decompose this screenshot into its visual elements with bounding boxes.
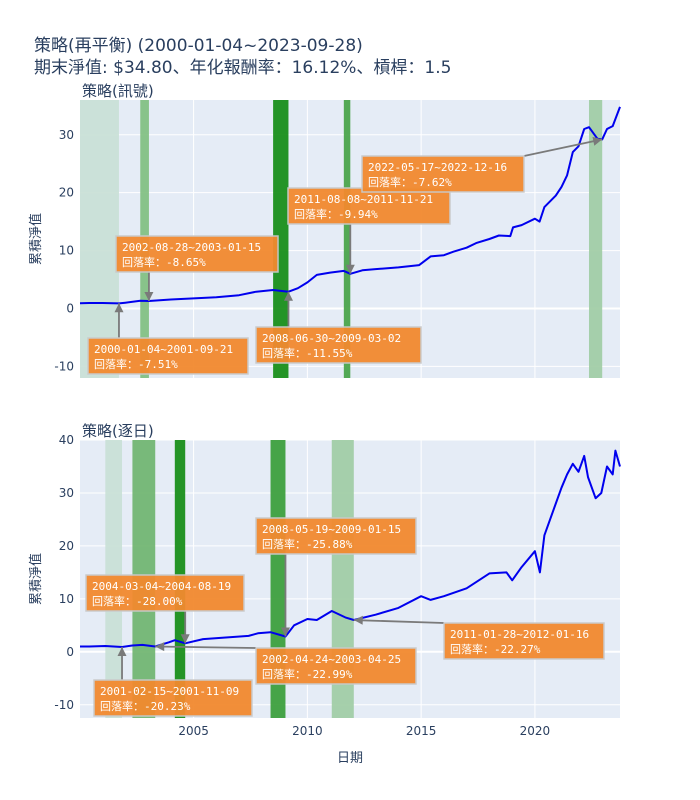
- panel-daily: -10 0 10 20 30 40 策略(逐日) 累積淨值 2005 2010 2015 2020 日期…: [28, 422, 621, 766]
- annotation-drawdown: 回落率：-22.27%: [450, 642, 541, 656]
- y-tick-label: 40: [59, 433, 74, 447]
- annotation-box: [361, 155, 525, 193]
- drawdown-band: [80, 100, 119, 378]
- y-tick-label: 30: [59, 486, 74, 500]
- annotation-drawdown: 回落率：-25.88%: [262, 537, 353, 551]
- annotation-period: 2002-04-24~2003-04-25: [262, 653, 401, 666]
- annotation-arrowhead: [117, 647, 127, 656]
- annotation-box: [93, 679, 253, 717]
- annotation-drawdown: 回落率：-22.99%: [262, 667, 353, 681]
- y-tick-label: 0: [66, 302, 74, 316]
- y-tick-label: 30: [59, 128, 74, 142]
- annotation-period: 2011-01-28~2012-01-16: [450, 628, 589, 641]
- y-axis-title: 累積淨值: [28, 553, 44, 605]
- equity-line: [80, 449, 621, 648]
- x-tick-label: 2010: [292, 724, 323, 738]
- annotation-box: [255, 517, 417, 555]
- annotation-period: 2011-08-08~2011-11-21: [294, 193, 433, 206]
- y-tick-label: 20: [59, 186, 74, 200]
- drawdown-band: [343, 100, 351, 378]
- annotation-arrowhead: [284, 291, 293, 301]
- annotation-drawdown: 回落率：-11.55%: [262, 346, 353, 360]
- annotation-arrowhead: [180, 634, 190, 644]
- annotation-arrowhead: [353, 615, 363, 625]
- y-tick-label: 20: [59, 539, 74, 553]
- annotation-period: 2001-02-15~2001-11-09: [100, 685, 239, 698]
- subplot-title: 策略(訊號): [82, 82, 154, 100]
- annotation-drawdown: 回落率：-28.00%: [92, 594, 183, 608]
- y-tick-label: 10: [59, 244, 74, 258]
- annotation-arrowhead: [592, 136, 603, 146]
- x-tick-label: 2015: [406, 724, 437, 738]
- annotation-arrowhead: [144, 292, 154, 301]
- annotation-arrowhead: [114, 303, 124, 313]
- annotation-arrowhead: [345, 264, 355, 274]
- annotation-drawdown: 回落率：-8.65%: [122, 255, 206, 269]
- subplot-title: 策略(逐日): [82, 422, 154, 440]
- annotation-box: [115, 235, 279, 273]
- annotation-period: 2008-06-30~2009-03-02: [262, 332, 401, 345]
- annotation-drawdown: 回落率：-7.51%: [94, 357, 178, 371]
- annotation-drawdown: 回落率：-9.94%: [294, 207, 378, 221]
- annotation-box: [443, 622, 605, 660]
- x-axis-title: 日期: [337, 751, 363, 766]
- chart-title-line1: 策略(再平衡) (2000-01-04~2023-09-28): [34, 36, 363, 56]
- drawdown-band: [588, 100, 603, 378]
- annotation-arrow: [353, 619, 445, 624]
- annotation-period: 2000-01-04~2001-09-21: [94, 343, 233, 356]
- annotation-box: [255, 647, 417, 685]
- annotation-box: [255, 326, 422, 364]
- annotation-drawdown: 回落率：-20.23%: [100, 699, 191, 713]
- y-tick-label: -10: [54, 698, 74, 712]
- panel-signal: -10 0 10 20 30 策略(訊號) 累積淨值 2000-01-04~2001-09-2…: [28, 82, 621, 378]
- y-axis-title: 累積淨值: [28, 213, 44, 265]
- annotation-drawdown: 回落率：-7.62%: [368, 175, 452, 189]
- y-tick-label: -10: [54, 359, 74, 373]
- annotation-box: [287, 187, 451, 225]
- annotation-box: [85, 574, 245, 612]
- annotation-box: [87, 337, 249, 375]
- annotation-arrow: [523, 138, 603, 157]
- equity-line: [79, 106, 621, 305]
- annotation-period: 2008-05-19~2009-01-15: [262, 523, 401, 536]
- annotation-arrowhead: [281, 627, 290, 637]
- annotation-arrow: [155, 645, 257, 649]
- annotation-arrowhead: [155, 642, 165, 652]
- drawdown-band: [273, 100, 289, 378]
- annotation-period: 2004-03-04~2004-08-19: [92, 580, 231, 593]
- annotation-period: 2022-05-17~2022-12-16: [368, 161, 507, 174]
- y-tick-label: 0: [66, 645, 74, 659]
- y-tick-label: 10: [59, 592, 74, 606]
- annotation-period: 2002-08-28~2003-01-15: [122, 241, 261, 254]
- chart-title-line2: 期末淨值: $34.80、年化報酬率：16.12%、槓桿：1.5: [34, 58, 451, 78]
- x-tick-label: 2005: [178, 724, 209, 738]
- x-tick-label: 2020: [520, 724, 551, 738]
